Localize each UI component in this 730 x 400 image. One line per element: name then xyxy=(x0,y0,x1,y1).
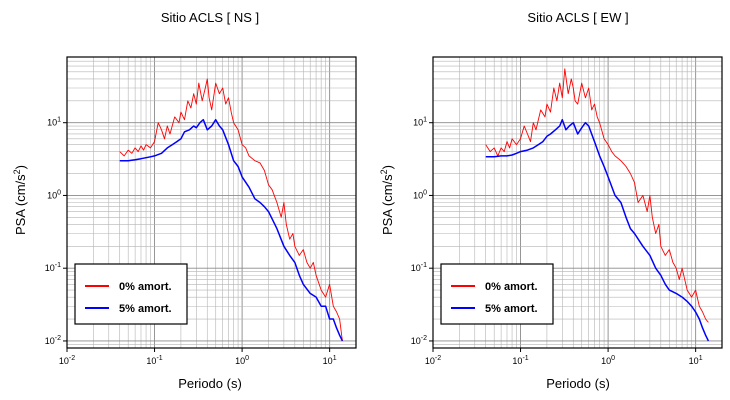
x-tick-label: 10-1 xyxy=(146,355,162,366)
series-line xyxy=(119,118,344,342)
legend-box xyxy=(74,263,188,325)
chart-title: Sitio ACLS [ NS ] xyxy=(161,10,259,25)
y-tick-label: 100 xyxy=(47,189,61,200)
y-tick-label: 10-2 xyxy=(411,335,427,346)
series-line xyxy=(485,118,710,342)
x-axis-label: Periodo (s) xyxy=(178,376,242,391)
y-tick-label: 10-1 xyxy=(45,262,61,273)
y-tick-label: 101 xyxy=(413,117,427,128)
plot-frame xyxy=(432,56,723,349)
y-tick-label: 100 xyxy=(413,189,427,200)
x-tick-label: 10-2 xyxy=(425,355,441,366)
y-axis-label: PSA (cm/s2) xyxy=(12,165,28,235)
x-axis-label: Periodo (s) xyxy=(546,376,610,391)
legend-label: 0% amort. xyxy=(119,281,172,293)
plot-ns: 10-2 10-1 100 101 10-2 10-1 100 101 0% amort. 5% … xyxy=(45,56,357,366)
x-tick-label: 101 xyxy=(323,355,337,366)
series-line xyxy=(485,68,709,323)
x-tick-label: 101 xyxy=(689,355,703,366)
legend-box xyxy=(440,263,554,325)
y-axis-label: PSA (cm/s2) xyxy=(379,165,395,235)
chart-title: Sitio ACLS [ EW ] xyxy=(527,10,628,25)
y-tick-label: 10-2 xyxy=(45,335,61,346)
legend-label: 0% amort. xyxy=(485,281,538,293)
y-tick-label: 101 xyxy=(47,117,61,128)
legend-label: 5% amort. xyxy=(119,303,172,315)
legend-label: 5% amort. xyxy=(485,303,538,315)
plot-frame xyxy=(66,56,357,349)
y-tick-label: 10-1 xyxy=(411,262,427,273)
x-tick-label: 100 xyxy=(601,355,615,366)
series-line xyxy=(119,78,343,341)
plot-ew: 10-2 10-1 100 101 10-2 10-1 100 101 0% amort. 5% … xyxy=(411,56,723,366)
x-tick-label: 10-2 xyxy=(59,355,75,366)
x-tick-label: 100 xyxy=(235,355,249,366)
x-tick-label: 10-1 xyxy=(512,355,528,366)
